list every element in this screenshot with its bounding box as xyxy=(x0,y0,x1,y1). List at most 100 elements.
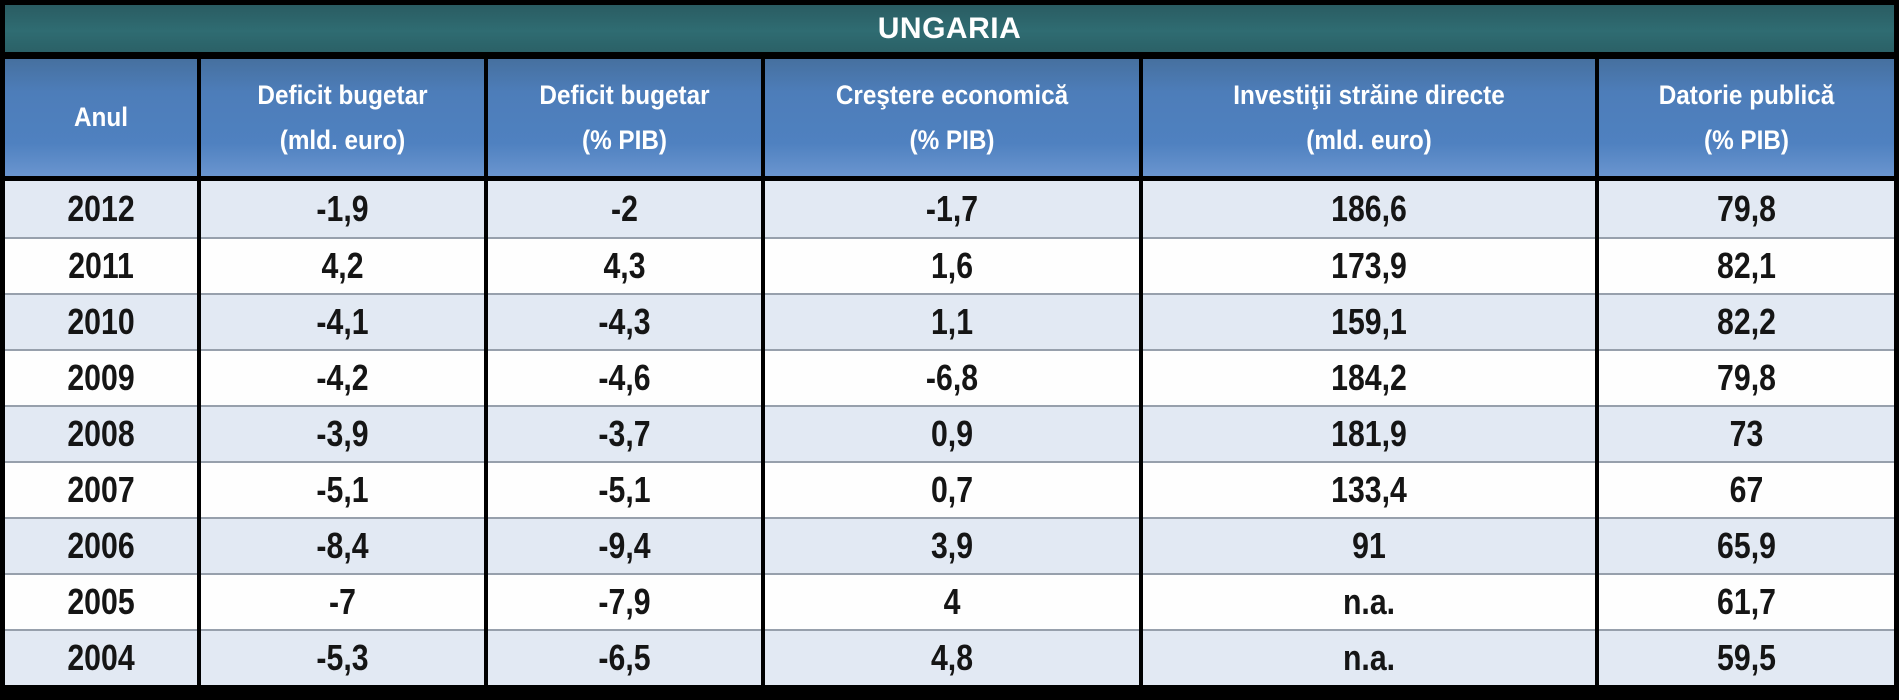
cell-value: -5,1 xyxy=(316,469,369,510)
cell-investitii: 184,2 xyxy=(1143,349,1595,405)
cell-year: 2005 xyxy=(5,573,197,629)
column-header-deficit-pib: Deficit bugetar (% PIB) xyxy=(488,59,761,176)
cell-investitii: 159,1 xyxy=(1143,293,1595,349)
cell-datorie: 79,8 xyxy=(1599,181,1894,237)
table-row-2006: 2006 -8,4 -9,4 3,9 91 65,9 xyxy=(5,517,1894,573)
cell-value: 184,2 xyxy=(1331,357,1407,398)
cell-deficit-mld: -4,2 xyxy=(201,349,484,405)
cell-value: 186,6 xyxy=(1331,188,1407,229)
cell-value: n.a. xyxy=(1342,581,1396,622)
cell-value: 59,5 xyxy=(1717,637,1776,678)
cell-crestere: -1,7 xyxy=(765,181,1139,237)
cell-value: 1,1 xyxy=(930,301,974,342)
cell-value: 2004 xyxy=(67,637,135,678)
cell-crestere: 4 xyxy=(765,573,1139,629)
cell-deficit-pib: 4,3 xyxy=(488,237,761,293)
column-header-unit: (mld. euro) xyxy=(1306,124,1432,155)
table-title-bar: UNGARIA xyxy=(5,5,1894,52)
cell-investitii: 133,4 xyxy=(1143,461,1595,517)
cell-deficit-mld: -3,9 xyxy=(201,405,484,461)
cell-year: 2008 xyxy=(5,405,197,461)
table-row-2007: 2007 -5,1 -5,1 0,7 133,4 67 xyxy=(5,461,1894,517)
cell-value: 133,4 xyxy=(1331,469,1407,510)
cell-value: 4,8 xyxy=(930,637,974,678)
cell-crestere: 3,9 xyxy=(765,517,1139,573)
cell-year: 2009 xyxy=(5,349,197,405)
cell-value: 2006 xyxy=(67,525,135,566)
cell-year: 2006 xyxy=(5,517,197,573)
cell-investitii: 186,6 xyxy=(1143,181,1595,237)
cell-investitii: 181,9 xyxy=(1143,405,1595,461)
cell-value: -1,7 xyxy=(925,188,979,229)
cell-deficit-pib: -3,7 xyxy=(488,405,761,461)
cell-deficit-pib: -4,3 xyxy=(488,293,761,349)
cell-datorie: 67 xyxy=(1599,461,1894,517)
cell-value: -1,9 xyxy=(316,188,369,229)
column-header-deficit-mld: Deficit bugetar (mld. euro) xyxy=(201,59,484,176)
cell-datorie: 59,5 xyxy=(1599,629,1894,685)
cell-deficit-pib: -9,4 xyxy=(488,517,761,573)
cell-value: -5,3 xyxy=(316,637,369,678)
column-header-unit: (% PIB) xyxy=(581,124,668,155)
cell-deficit-mld: -5,1 xyxy=(201,461,484,517)
cell-deficit-pib: -4,6 xyxy=(488,349,761,405)
cell-deficit-mld: -5,3 xyxy=(201,629,484,685)
cell-crestere: 0,7 xyxy=(765,461,1139,517)
column-header-label: Anul xyxy=(74,102,128,132)
cell-value: -9,4 xyxy=(598,525,651,566)
column-header-unit: (mld. euro) xyxy=(279,124,406,155)
cell-value: -3,7 xyxy=(598,413,651,454)
cell-value: 79,8 xyxy=(1717,188,1776,229)
cell-datorie: 82,1 xyxy=(1599,237,1894,293)
column-header-label: Creştere economică xyxy=(835,79,1069,110)
cell-value: 2012 xyxy=(67,188,135,229)
cell-value: 61,7 xyxy=(1717,581,1776,622)
cell-deficit-pib: -2 xyxy=(488,181,761,237)
column-header-datorie: Datorie publică (% PIB) xyxy=(1599,59,1894,176)
cell-crestere: 1,6 xyxy=(765,237,1139,293)
cell-deficit-pib: -5,1 xyxy=(488,461,761,517)
cell-deficit-mld: -4,1 xyxy=(201,293,484,349)
cell-investitii: n.a. xyxy=(1143,629,1595,685)
cell-value: 1,6 xyxy=(930,245,974,286)
cell-deficit-mld: -1,9 xyxy=(201,181,484,237)
column-header-crestere: Creştere economică (% PIB) xyxy=(765,59,1139,176)
cell-investitii: 173,9 xyxy=(1143,237,1595,293)
cell-value: 2008 xyxy=(67,413,135,454)
cell-datorie: 79,8 xyxy=(1599,349,1894,405)
cell-value: 65,9 xyxy=(1717,525,1776,566)
cell-year: 2010 xyxy=(5,293,197,349)
cell-value: 2011 xyxy=(68,245,134,286)
cell-value: -4,3 xyxy=(598,301,651,342)
cell-value: 173,9 xyxy=(1331,245,1407,286)
cell-value: 0,7 xyxy=(930,469,974,510)
column-header-unit: (% PIB) xyxy=(1703,124,1790,155)
table-row-2009: 2009 -4,2 -4,6 -6,8 184,2 79,8 xyxy=(5,349,1894,405)
cell-value: 4 xyxy=(943,581,961,622)
cell-value: -7 xyxy=(329,581,356,622)
cell-value: 159,1 xyxy=(1331,301,1407,342)
cell-value: -4,1 xyxy=(316,301,369,342)
cell-crestere: -6,8 xyxy=(765,349,1139,405)
cell-deficit-mld: -7 xyxy=(201,573,484,629)
cell-value: 2010 xyxy=(67,301,135,342)
cell-datorie: 73 xyxy=(1599,405,1894,461)
cell-value: -4,6 xyxy=(598,357,651,398)
cell-deficit-mld: -8,4 xyxy=(201,517,484,573)
column-header-label: Datorie publică xyxy=(1658,79,1835,110)
cell-year: 2007 xyxy=(5,461,197,517)
column-header-unit: (% PIB) xyxy=(909,124,995,155)
table-row-2010: 2010 -4,1 -4,3 1,1 159,1 82,2 xyxy=(5,293,1894,349)
cell-datorie: 61,7 xyxy=(1599,573,1894,629)
column-header-anul: Anul xyxy=(5,59,197,176)
cell-value: 2005 xyxy=(67,581,135,622)
cell-value: -2 xyxy=(611,188,638,229)
cell-value: 3,9 xyxy=(930,525,974,566)
table-row-2004: 2004 -5,3 -6,5 4,8 n.a. 59,5 xyxy=(5,629,1894,685)
cell-value: -4,2 xyxy=(316,357,369,398)
cell-value: 4,3 xyxy=(603,245,646,286)
cell-value: 91 xyxy=(1352,525,1386,566)
table-row-2008: 2008 -3,9 -3,7 0,9 181,9 73 xyxy=(5,405,1894,461)
cell-investitii: 91 xyxy=(1143,517,1595,573)
